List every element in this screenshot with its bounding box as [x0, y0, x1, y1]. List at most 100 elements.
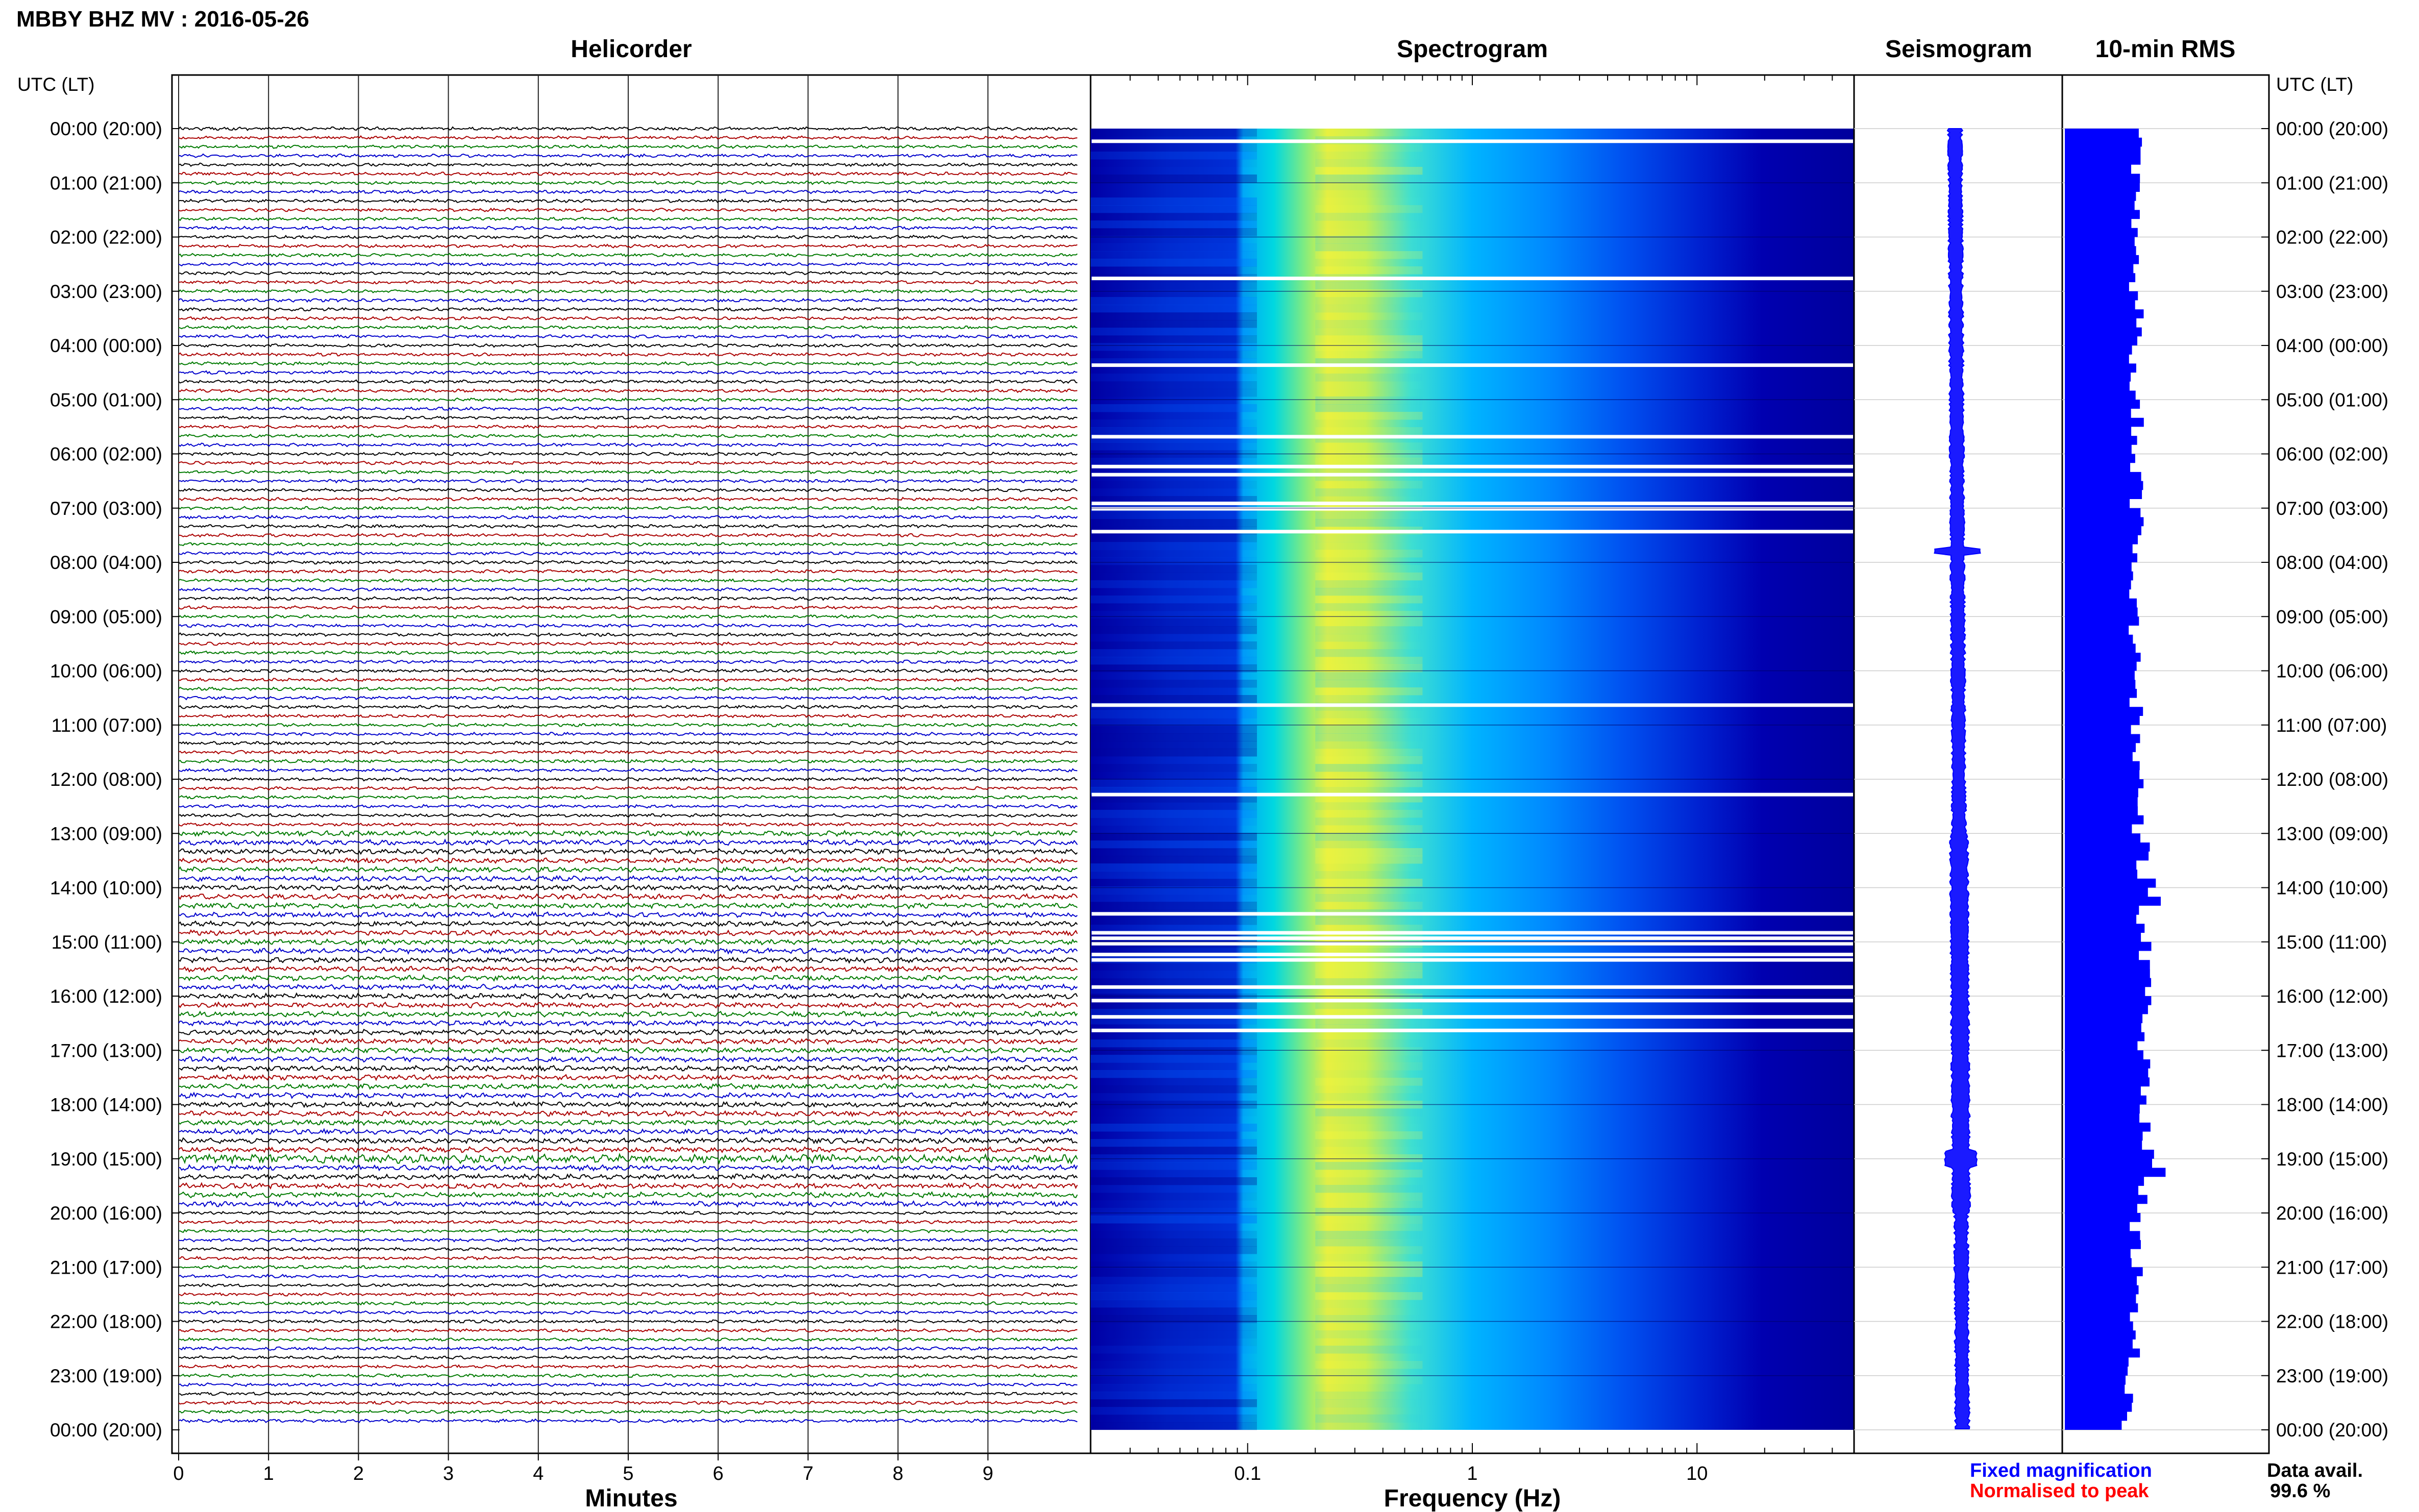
spectrogram-row	[1091, 458, 1257, 466]
spectrogram-row	[1315, 1009, 1423, 1017]
spectrogram-row	[1091, 1078, 1257, 1086]
helicorder-x-tick-label: 7	[803, 1463, 813, 1484]
spectrogram-row	[1091, 213, 1257, 221]
helicorder-trace	[178, 686, 1078, 691]
spectrogram-row	[1315, 1223, 1423, 1231]
spectrogram-row	[1091, 404, 1257, 412]
helicorder-trace	[178, 1391, 1078, 1396]
spectrogram-row	[1315, 389, 1422, 397]
y-tick-label: 19:00 (15:00)	[2276, 1149, 2388, 1170]
spectrogram-row	[1091, 1231, 1257, 1239]
spectrogram-row	[1091, 1261, 1257, 1270]
spectrogram-row	[1091, 320, 1257, 328]
helicorder-trace	[178, 713, 1078, 718]
spectrogram-row	[1091, 1376, 1257, 1384]
helicorder-trace	[178, 605, 1078, 610]
helicorder-trace	[178, 1328, 1078, 1333]
spectrogram-row	[1091, 565, 1257, 573]
spectrogram-row	[1091, 205, 1257, 213]
spectrogram-row	[1315, 1162, 1423, 1170]
spectrogram-row	[1091, 236, 1257, 244]
rms-title: 10-min RMS	[2095, 36, 2236, 63]
helicorder-trace	[178, 1101, 1078, 1108]
spectrogram-row	[1091, 159, 1257, 167]
helicorder-trace	[178, 632, 1078, 637]
spectrogram-row	[1315, 335, 1423, 343]
spectrogram-row	[1091, 282, 1257, 290]
spectrogram-row	[1315, 243, 1423, 252]
helicorder-trace	[178, 316, 1078, 321]
spectrogram-title: Spectrogram	[1397, 36, 1548, 63]
spectrogram-row	[1315, 856, 1423, 864]
spectrogram-row	[1315, 741, 1423, 749]
helicorder-trace	[178, 866, 1078, 874]
helicorder-trace	[178, 857, 1078, 864]
helicorder-trace	[178, 388, 1078, 393]
spectrogram-row	[1091, 1238, 1257, 1247]
spectrogram-row	[1091, 573, 1257, 581]
helicorder-trace	[178, 731, 1078, 737]
spectrogram-row	[1315, 259, 1422, 267]
data-availability-label: Data avail.	[2267, 1460, 2363, 1481]
helicorder-trace	[178, 1337, 1078, 1342]
helicorder-trace	[178, 893, 1078, 901]
y-tick-label: 15:00 (11:00)	[52, 932, 162, 953]
spectrogram-row	[1315, 488, 1423, 497]
spectrogram-row	[1315, 1208, 1423, 1216]
helicorder-trace	[178, 433, 1078, 438]
spectrogram-row	[1091, 672, 1257, 680]
spectrogram-row	[1091, 1139, 1257, 1147]
spectrogram-row	[1091, 886, 1257, 895]
spectrogram-row	[1091, 917, 1257, 925]
spectrogram-row	[1315, 1131, 1423, 1139]
spectrogram-row	[1315, 305, 1423, 313]
spectrogram-row	[1315, 573, 1423, 581]
spectrogram-row	[1315, 779, 1423, 787]
spectrogram-row	[1091, 542, 1257, 550]
spectrogram-gap	[1092, 941, 1853, 946]
helicorder-trace	[178, 289, 1078, 294]
spectrogram-row	[1091, 1070, 1257, 1078]
spectrogram-row	[1091, 649, 1257, 657]
spectrogram-row	[1091, 305, 1257, 313]
y-tick-label: 11:00 (07:00)	[2276, 715, 2387, 736]
spectrogram-row	[1091, 817, 1257, 826]
spectrogram-row	[1315, 657, 1423, 665]
helicorder-trace	[178, 659, 1078, 664]
spectrogram-row	[1091, 412, 1257, 420]
y-tick-label: 22:00 (18:00)	[2276, 1311, 2388, 1332]
spectrogram-row	[1091, 733, 1257, 741]
spectrogram-row	[1315, 710, 1423, 718]
spectrogram-row	[1091, 664, 1257, 673]
spectrogram-row	[1091, 374, 1257, 382]
y-tick-label: 02:00 (22:00)	[2276, 227, 2388, 248]
spectrogram-row	[1091, 144, 1257, 152]
helicorder-trace	[178, 460, 1078, 466]
spectrogram-row	[1091, 1346, 1257, 1354]
spectrogram-row	[1315, 1254, 1422, 1262]
helicorder-trace	[178, 225, 1078, 231]
spectrogram-row	[1091, 641, 1257, 650]
spectrogram-gap	[1092, 931, 1853, 935]
spectrogram-x-ticks: 0.1 1 10	[1090, 75, 1855, 1484]
spectrogram-row	[1315, 925, 1423, 933]
spectrogram-row	[1315, 664, 1423, 673]
spectrogram-row	[1315, 343, 1423, 351]
spectrogram-row	[1315, 236, 1423, 244]
spectrogram-x-tick-label: 1	[1467, 1463, 1477, 1484]
spectrogram-row	[1315, 396, 1423, 405]
spectrogram-row	[1091, 1055, 1257, 1063]
spectrogram-row	[1315, 672, 1423, 680]
helicorder-trace	[178, 162, 1078, 167]
spectrogram-row	[1315, 1369, 1423, 1377]
spectrogram-row	[1315, 320, 1423, 328]
spectrogram-row	[1315, 228, 1422, 236]
spectrogram-row	[1091, 1154, 1257, 1162]
spectrogram-row	[1091, 259, 1257, 267]
helicorder-trace	[178, 1210, 1078, 1216]
y-tick-label: 01:00 (21:00)	[50, 172, 162, 193]
spectrogram-row	[1091, 1422, 1257, 1430]
spectrogram-row	[1315, 1307, 1423, 1316]
spectrogram-row	[1315, 213, 1423, 221]
